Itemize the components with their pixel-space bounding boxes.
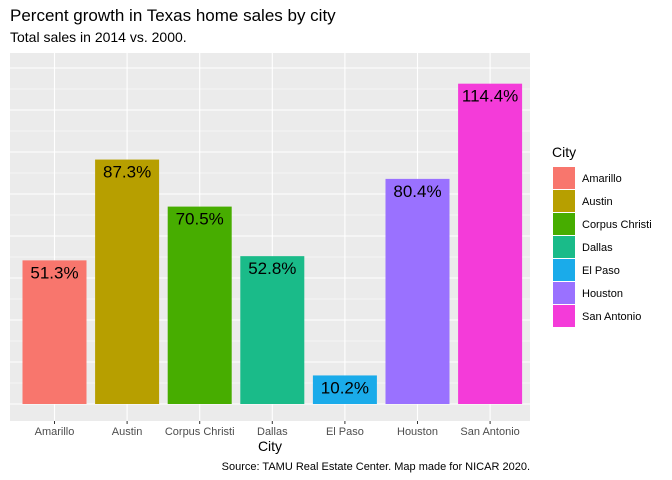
legend-label: Dallas <box>582 242 613 254</box>
legend-swatch <box>553 259 575 281</box>
bar-houston <box>385 178 450 404</box>
legend-swatch <box>553 305 575 327</box>
data-label: 70.5% <box>176 210 224 229</box>
legend-label: Austin <box>582 196 613 208</box>
bar-el-paso <box>312 375 377 404</box>
legend-swatch <box>553 167 575 189</box>
legend-swatch <box>553 282 575 304</box>
legend-label: Houston <box>582 288 623 300</box>
bar-dallas <box>240 256 305 404</box>
x-tick-label: Corpus Christi <box>165 426 235 438</box>
data-label: 114.4% <box>462 87 518 106</box>
data-label: 87.3% <box>103 163 151 182</box>
legend-label: Amarillo <box>582 173 622 185</box>
legend-label: Corpus Christi <box>582 219 652 231</box>
bars: 51.3% 87.3% 70.5% 52.8% 10.2% 80.4% 114.4% <box>22 83 523 405</box>
legend-label: El Paso <box>582 265 620 277</box>
bar-san-antonio <box>458 83 523 405</box>
x-axis-ticks: Amarillo Austin Corpus Christi Dallas El Pas… <box>35 421 520 438</box>
legend-title: City <box>552 144 576 160</box>
x-tick-label: Austin <box>112 426 143 438</box>
x-tick-label: El Paso <box>326 426 364 438</box>
chart-subtitle: Total sales in 2014 vs. 2000. <box>10 29 187 45</box>
chart-title: Percent growth in Texas home sales by ci… <box>10 6 336 25</box>
legend: City Amarillo Austin Corpus Christi Dallas E… <box>552 144 652 327</box>
legend-label: San Antonio <box>582 311 641 323</box>
data-label: 52.8% <box>248 259 296 278</box>
data-label: 10.2% <box>321 378 369 397</box>
legend-swatch <box>553 236 575 258</box>
x-tick-label: Houston <box>397 426 438 438</box>
x-tick-label: Dallas <box>257 426 288 438</box>
bar-corpus-christi <box>167 206 232 404</box>
data-label: 80.4% <box>393 182 441 201</box>
x-tick-label: San Antonio <box>460 426 519 438</box>
x-axis-title: City <box>258 438 282 454</box>
bar-austin <box>95 159 160 404</box>
chart-caption: Source: TAMU Real Estate Center. Map mad… <box>222 461 530 473</box>
bar-amarillo <box>22 260 87 404</box>
legend-swatch <box>553 213 575 235</box>
data-label: 51.3% <box>30 263 78 282</box>
x-tick-label: Amarillo <box>35 426 75 438</box>
legend-swatch <box>553 190 575 212</box>
